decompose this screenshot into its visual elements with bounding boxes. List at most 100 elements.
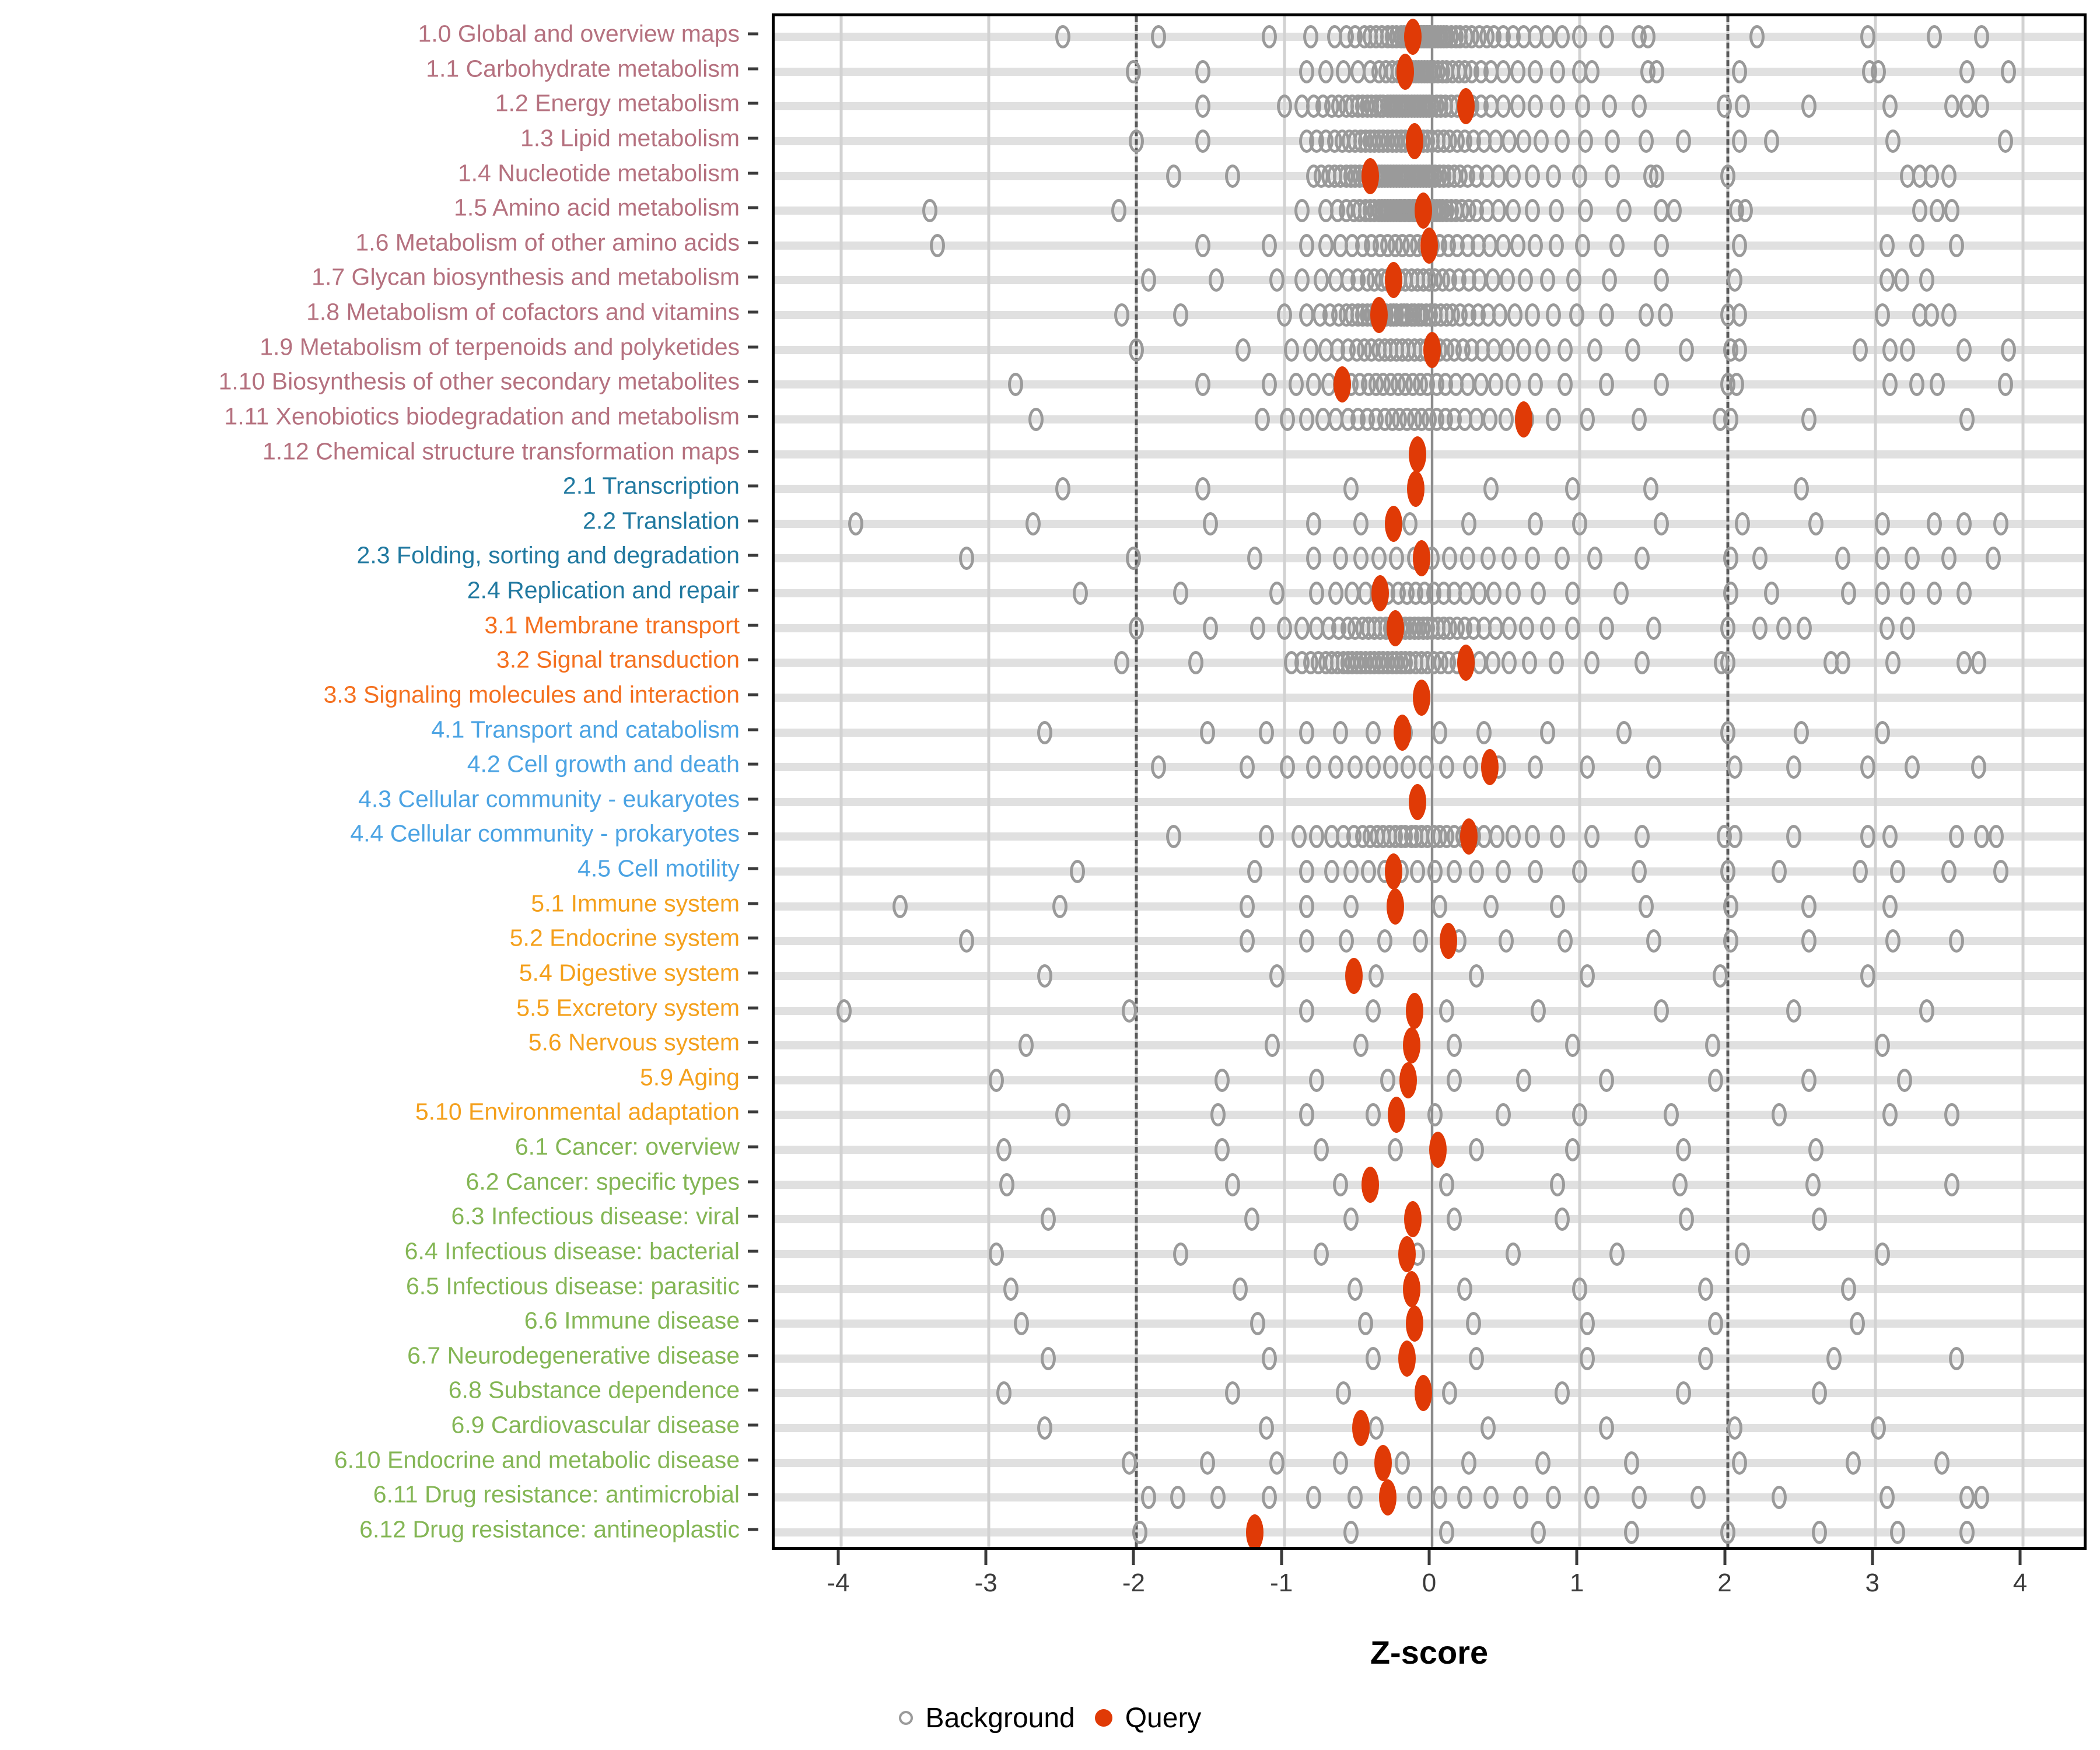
y-axis-label-1.3[interactable]: 1.3 Lipid metabolism (520, 124, 740, 152)
y-axis-label-5.4[interactable]: 5.4 Digestive system (519, 959, 740, 986)
query-point[interactable] (1374, 1444, 1392, 1481)
query-point[interactable] (1352, 1410, 1370, 1447)
y-axis-label-3.1[interactable]: 3.1 Membrane transport (484, 611, 740, 639)
query-point[interactable] (1408, 783, 1426, 820)
query-point[interactable] (1460, 818, 1478, 855)
query-point[interactable] (1398, 1340, 1416, 1377)
y-axis-label-5.6[interactable]: 5.6 Nervous system (528, 1028, 740, 1056)
background-point (1764, 129, 1780, 153)
y-axis-label-2.2[interactable]: 2.2 Translation (583, 507, 740, 534)
y-axis-label-2.1[interactable]: 2.1 Transcription (562, 472, 740, 499)
background-point (1986, 547, 2001, 570)
query-point[interactable] (1398, 1236, 1416, 1272)
y-axis-label-6.1[interactable]: 6.1 Cancer: overview (514, 1133, 740, 1160)
y-axis-label-2.3[interactable]: 2.3 Folding, sorting and degradation (356, 541, 740, 569)
query-point[interactable] (1396, 53, 1415, 90)
query-point[interactable] (1404, 1201, 1422, 1238)
y-axis-label-3.3[interactable]: 3.3 Signaling molecules and interaction (323, 681, 740, 708)
y-axis-label-4.1[interactable]: 4.1 Transport and catabolism (431, 716, 740, 743)
y-axis-label-4.4[interactable]: 4.4 Cellular community - prokaryotes (350, 820, 740, 847)
query-point[interactable] (1379, 1479, 1397, 1516)
query-point[interactable] (1515, 401, 1533, 438)
query-point[interactable] (1370, 297, 1388, 334)
y-axis-label-5.10[interactable]: 5.10 Environmental adaptation (415, 1098, 740, 1125)
y-axis-label-1.0[interactable]: 1.0 Global and overview maps (418, 20, 740, 47)
query-point[interactable] (1402, 1027, 1420, 1064)
y-axis-label-4.2[interactable]: 4.2 Cell growth and death (467, 750, 740, 778)
query-point[interactable] (1386, 610, 1404, 646)
y-axis-label-1.5[interactable]: 1.5 Amino acid metabolism (454, 194, 740, 221)
y-axis-label-6.4[interactable]: 6.4 Infectious disease: bacterial (404, 1237, 740, 1265)
legend-item-query[interactable]: Query (1094, 1702, 1201, 1734)
query-point[interactable] (1246, 1514, 1264, 1547)
y-axis-label-6.7[interactable]: 6.7 Neurodegenerative disease (407, 1342, 740, 1369)
y-axis-label-6.2[interactable]: 6.2 Cancer: specific types (466, 1168, 740, 1195)
y-axis-label-1.11[interactable]: 1.11 Xenobiotics biodegradation and meta… (224, 402, 740, 430)
background-point (1114, 651, 1130, 675)
y-axis-label-1.4[interactable]: 1.4 Nucleotide metabolism (457, 159, 740, 186)
query-point[interactable] (1414, 192, 1432, 229)
background-point (1882, 338, 1898, 362)
query-point[interactable] (1394, 714, 1412, 751)
y-axis-label-4.5[interactable]: 4.5 Cell motility (578, 855, 740, 882)
query-point[interactable] (1408, 436, 1426, 473)
y-axis-label-6.9[interactable]: 6.9 Cardiovascular disease (451, 1411, 740, 1438)
y-axis-label-5.2[interactable]: 5.2 Endocrine system (509, 924, 740, 951)
query-point[interactable] (1361, 1166, 1379, 1203)
y-axis-label-6.12[interactable]: 6.12 Drug resistance: antineoplastic (359, 1516, 740, 1543)
query-point[interactable] (1457, 88, 1475, 125)
y-axis-label-1.12[interactable]: 1.12 Chemical structure transformation m… (262, 438, 740, 465)
query-point[interactable] (1371, 575, 1390, 612)
background-point (1875, 512, 1891, 536)
query-point[interactable] (1333, 366, 1351, 403)
query-point[interactable] (1429, 1132, 1447, 1168)
y-axis-label-6.3[interactable]: 6.3 Infectious disease: viral (451, 1202, 740, 1230)
y-axis-label-1.7[interactable]: 1.7 Glycan biosynthesis and metabolism (312, 263, 740, 290)
query-point[interactable] (1413, 679, 1431, 716)
y-axis-label-5.5[interactable]: 5.5 Excretory system (516, 994, 740, 1021)
query-point[interactable] (1388, 1097, 1406, 1133)
background-point (1500, 268, 1516, 292)
query-point[interactable] (1480, 749, 1499, 786)
query-point[interactable] (1439, 923, 1457, 960)
query-point[interactable] (1405, 992, 1423, 1029)
query-point[interactable] (1407, 471, 1425, 508)
y-axis-label-1.1[interactable]: 1.1 Carbohydrate metabolism (426, 55, 740, 82)
background-point (1383, 755, 1399, 779)
y-axis-label-1.9[interactable]: 1.9 Metabolism of terpenoids and polyket… (260, 333, 740, 360)
y-axis-label-5.1[interactable]: 5.1 Immune system (531, 890, 740, 917)
query-point[interactable] (1402, 1270, 1420, 1307)
query-point[interactable] (1413, 540, 1431, 577)
y-axis-label-5.9[interactable]: 5.9 Aging (640, 1063, 740, 1091)
y-axis-label-6.8[interactable]: 6.8 Substance dependence (448, 1376, 740, 1404)
y-axis-label-1.6[interactable]: 1.6 Metabolism of other amino acids (355, 229, 740, 256)
query-point[interactable] (1385, 505, 1403, 542)
query-point[interactable] (1361, 158, 1379, 194)
y-axis-label-6.10[interactable]: 6.10 Endocrine and metabolic disease (334, 1446, 740, 1474)
query-point[interactable] (1423, 331, 1441, 368)
query-point[interactable] (1405, 123, 1423, 159)
query-point[interactable] (1386, 888, 1404, 925)
query-point[interactable] (1414, 1375, 1432, 1412)
query-point[interactable] (1420, 227, 1438, 264)
query-point[interactable] (1385, 262, 1403, 299)
y-axis-label-6.11[interactable]: 6.11 Drug resistance: antimicrobial (373, 1480, 740, 1508)
query-point[interactable] (1385, 853, 1403, 890)
y-axis-label-6.5[interactable]: 6.5 Infectious disease: parasitic (405, 1272, 740, 1300)
query-point[interactable] (1399, 1062, 1418, 1098)
query-point[interactable] (1345, 957, 1363, 994)
query-point[interactable] (1404, 19, 1422, 55)
query-point[interactable] (1405, 1306, 1423, 1342)
y-axis-label-4.3[interactable]: 4.3 Cellular community - eukaryotes (358, 785, 740, 813)
background-point (1723, 547, 1738, 570)
background-point (1875, 1034, 1891, 1058)
y-axis-label-1.8[interactable]: 1.8 Metabolism of cofactors and vitamins (306, 298, 740, 326)
y-axis-label-1.2[interactable]: 1.2 Energy metabolism (495, 89, 740, 117)
background-point (1531, 999, 1546, 1023)
query-point[interactable] (1457, 645, 1475, 681)
y-axis-label-1.10[interactable]: 1.10 Biosynthesis of other secondary met… (218, 368, 740, 395)
y-axis-label-3.2[interactable]: 3.2 Signal transduction (496, 646, 740, 673)
legend-item-background[interactable]: Background (898, 1702, 1075, 1734)
y-axis-label-6.6[interactable]: 6.6 Immune disease (524, 1307, 740, 1334)
y-axis-label-2.4[interactable]: 2.4 Replication and repair (467, 576, 740, 604)
